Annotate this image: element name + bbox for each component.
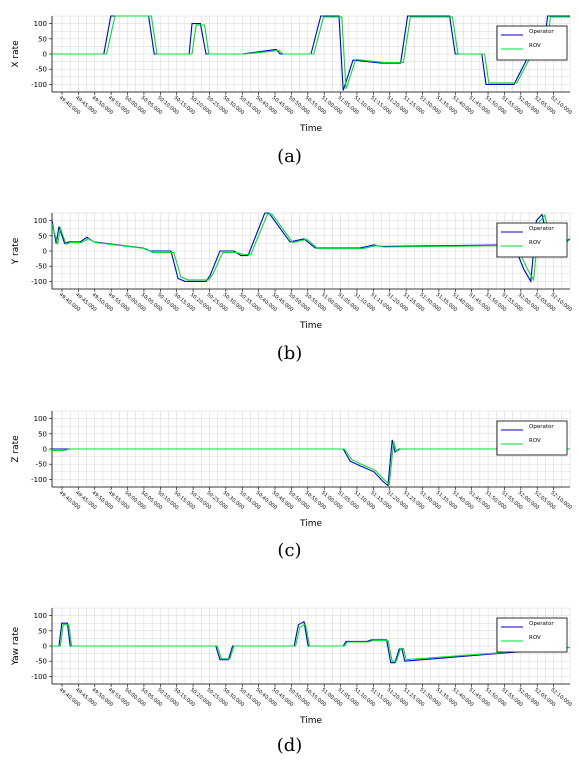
figure: 100 50 0 -50 -100 X rate 49:40:000 49:45:000 49:… [0, 0, 579, 756]
panel-yaw-rate: 100 50 0 -50 -100 Yaw rate 49:40:000 49:45:000 4… [0, 592, 579, 782]
y-axis-label: X rate [11, 40, 21, 68]
legend-box [496, 617, 568, 653]
y-tick-label: -50 [36, 461, 47, 469]
legend-label: ROV [529, 43, 541, 49]
series-line-rov [52, 623, 571, 662]
x-axis-label: Time [299, 519, 322, 529]
y-axis-label: Yaw rate [11, 626, 21, 666]
series-line-operator [52, 620, 571, 664]
y-tick-label: -100 [31, 476, 47, 484]
caption-d: (d) [276, 735, 303, 756]
y-tick-label: -100 [31, 673, 47, 681]
y-tick-label: 50 [38, 627, 47, 635]
y-axis-label: Z rate [11, 435, 21, 463]
series-line-rov [52, 441, 570, 486]
series-line-operator [52, 15, 570, 91]
legend-label: ROV [529, 438, 541, 444]
y-tick-label: 0 [43, 248, 47, 256]
caption-a: (a) [277, 146, 302, 167]
legend-box [496, 420, 568, 456]
legend-box [496, 222, 568, 258]
panel-y-rate: 100 50 0 -50 -100 Y rate 49:40:000 49:45:000 49:… [0, 197, 579, 387]
caption-c: (c) [277, 540, 302, 561]
y-tick-label: -50 [36, 658, 47, 666]
y-tick-label: 100 [34, 217, 47, 225]
y-tick-label: -50 [36, 66, 47, 74]
y-tick-label: 50 [38, 430, 47, 438]
x-axis-label: Time [299, 716, 322, 726]
y-tick-label: -100 [31, 81, 47, 89]
y-tick-label: 0 [43, 51, 47, 59]
caption-b: (b) [276, 343, 303, 364]
series-line-operator [52, 439, 570, 487]
series-line-rov [51, 213, 571, 282]
x-axis-label: Time [299, 124, 322, 134]
panel-z-rate: 100 50 0 -50 -100 Z rate 49:40:000 49:45:000 49:… [0, 395, 579, 585]
y-tick-label: 0 [43, 643, 47, 651]
legend-box [496, 25, 568, 61]
y-axis-label: Y rate [11, 237, 21, 265]
legend-label: Operator [529, 226, 554, 232]
y-tick-label: -100 [31, 278, 47, 286]
legend-label: ROV [529, 240, 541, 246]
y-tick-label: 50 [38, 35, 47, 43]
y-tick-label: 100 [34, 612, 47, 620]
y-tick-label: -50 [36, 263, 47, 271]
y-tick-label: 100 [34, 415, 47, 423]
legend-label: ROV [529, 635, 541, 641]
y-tick-label: 0 [43, 446, 47, 454]
y-tick-label: 100 [34, 20, 47, 28]
panel-x-rate: 100 50 0 -50 -100 X rate 49:40:000 49:45:000 49:… [0, 0, 579, 190]
y-tick-label: 50 [38, 232, 47, 240]
series-line-rov [52, 15, 570, 90]
x-axis-label: Time [299, 321, 322, 331]
legend-label: Operator [529, 621, 554, 627]
legend-label: Operator [529, 29, 554, 35]
legend-label: Operator [529, 424, 554, 430]
